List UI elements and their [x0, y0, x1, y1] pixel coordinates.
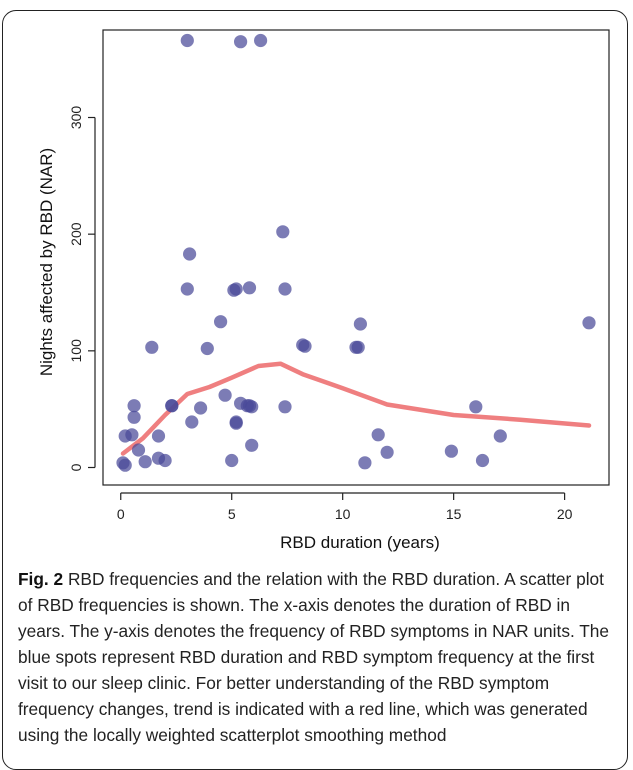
data-point	[298, 339, 312, 353]
data-point	[278, 400, 292, 414]
y-tick-label: 100	[68, 339, 84, 363]
data-point	[353, 317, 367, 331]
data-point	[125, 428, 139, 442]
y-tick-label: 300	[68, 106, 84, 130]
data-point	[127, 410, 141, 424]
data-point	[118, 458, 132, 472]
data-point	[444, 444, 458, 458]
data-point	[194, 401, 208, 415]
data-point	[493, 429, 507, 443]
data-point	[582, 316, 596, 330]
y-axis-label: Nights affected by RBD (NAR)	[37, 148, 56, 376]
data-point	[358, 456, 372, 470]
data-point	[180, 282, 194, 296]
data-point	[151, 429, 166, 443]
x-tick-label: 0	[117, 506, 125, 522]
data-point	[229, 416, 243, 430]
x-tick-label: 20	[557, 506, 573, 522]
data-point	[276, 225, 290, 239]
data-point	[351, 340, 365, 354]
caption-text: RBD frequencies and the relation with th…	[18, 569, 610, 745]
x-tick-label: 10	[335, 506, 351, 522]
data-point	[138, 455, 152, 469]
points-layer	[116, 33, 596, 472]
x-axis: 0 5 10 15 20	[117, 492, 573, 522]
data-point	[180, 33, 194, 48]
data-point	[380, 445, 394, 459]
data-point	[200, 341, 214, 356]
x-tick-label: 5	[228, 506, 236, 522]
data-point	[131, 443, 146, 457]
trend-line	[120, 361, 592, 456]
data-point	[234, 35, 248, 49]
y-tick-label: 0	[68, 463, 84, 471]
data-point	[225, 453, 239, 468]
data-point	[127, 399, 141, 413]
caption-label: Fig. 2	[18, 569, 64, 589]
scatter-chart: 0 5 10 15 20 0 100 200 300 RBD duration (years)…	[37, 29, 610, 552]
plot-area-border	[102, 29, 610, 486]
data-point	[229, 282, 243, 296]
y-tick-label: 200	[68, 222, 84, 246]
data-point	[278, 282, 292, 296]
data-point	[245, 400, 259, 414]
data-point	[371, 428, 385, 442]
data-point	[214, 315, 228, 329]
data-point	[185, 415, 199, 429]
data-point	[475, 453, 490, 468]
trend-layer	[120, 361, 592, 456]
data-point	[245, 438, 259, 452]
data-point	[242, 281, 257, 295]
y-axis: 0 100 200 300	[68, 106, 96, 471]
x-tick-label: 15	[446, 506, 462, 522]
figure-caption: Fig. 2 RBD frequencies and the relation …	[18, 566, 618, 748]
data-point	[165, 399, 179, 413]
x-axis-label: RBD duration (years)	[280, 533, 440, 552]
data-point	[254, 33, 268, 48]
data-point	[183, 247, 197, 261]
data-point	[469, 400, 483, 414]
data-point	[218, 388, 232, 402]
data-point	[158, 453, 172, 468]
data-point	[145, 340, 159, 354]
